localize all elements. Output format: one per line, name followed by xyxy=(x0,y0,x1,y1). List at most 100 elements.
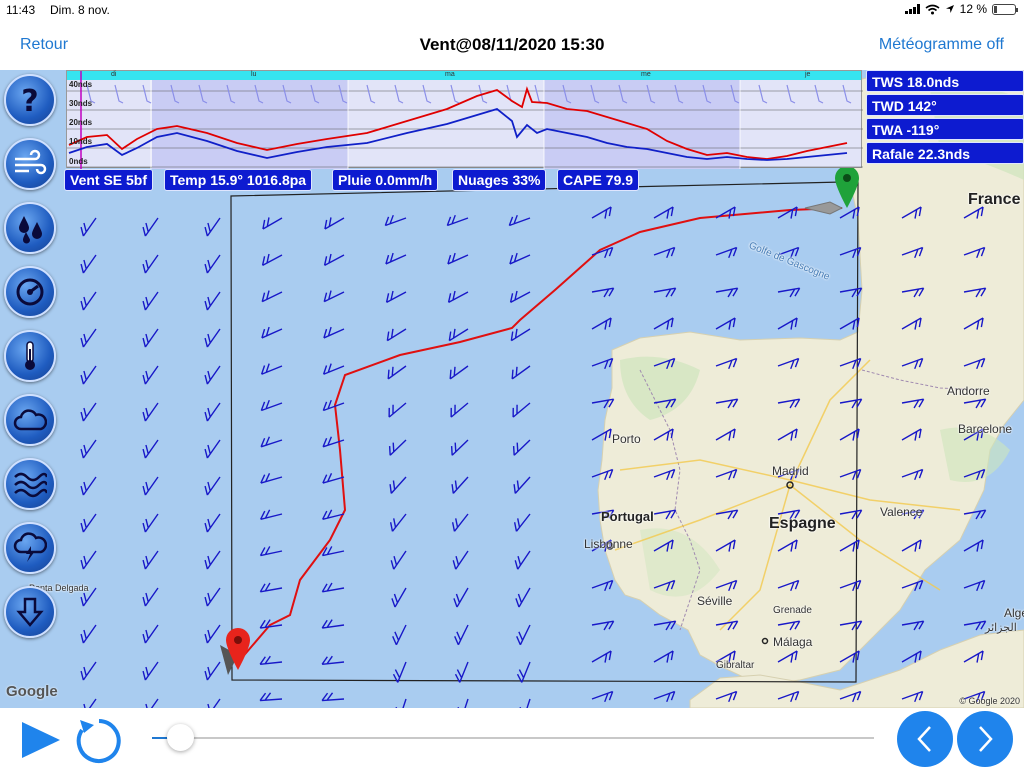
meteogram-direction-arrow xyxy=(702,84,712,104)
wind-barb xyxy=(715,650,736,663)
rain-layer-button[interactable] xyxy=(4,202,56,254)
wind-barb xyxy=(388,402,407,418)
svg-text:?: ? xyxy=(21,84,38,116)
day-label-lu: lu xyxy=(251,71,257,78)
playback-bar xyxy=(0,708,1024,768)
wind-barb xyxy=(653,650,674,663)
wind-barb xyxy=(839,468,862,481)
wind-barb xyxy=(387,365,407,380)
wind-barb xyxy=(446,214,469,227)
battery-icon xyxy=(992,3,1018,15)
wind-barb xyxy=(777,428,798,441)
wind-barb xyxy=(901,428,922,441)
storm-layer-button[interactable] xyxy=(4,522,56,574)
meteogram-direction-arrow xyxy=(590,84,600,104)
wind-barb xyxy=(142,476,159,496)
status-bar: 11:43 Dim. 8 nov. 12 % xyxy=(0,0,1024,20)
wind-barb xyxy=(715,206,736,219)
wind-barb xyxy=(715,579,738,592)
meteogram-direction-arrow xyxy=(86,84,96,104)
timeline-slider-thumb[interactable] xyxy=(167,724,194,751)
wind-barb xyxy=(384,214,407,227)
meteogram-direction-arrow xyxy=(198,84,208,104)
wind-barb xyxy=(715,246,738,259)
map-canvas xyxy=(80,70,1024,708)
label-barcelone: Barcelone xyxy=(958,422,1013,436)
wind-barb xyxy=(777,579,800,592)
wind-barb xyxy=(80,513,97,533)
wind-barb xyxy=(517,698,531,708)
twa-readout: TWA -119° xyxy=(866,118,1024,140)
wind-barb xyxy=(839,287,863,298)
back-button[interactable]: Retour xyxy=(20,36,69,53)
day-label-ma: ma xyxy=(445,71,455,78)
wind-barb xyxy=(653,620,677,631)
wind-barb xyxy=(80,550,97,570)
day-label-me: me xyxy=(641,71,651,78)
gauge-icon xyxy=(16,278,44,306)
wind-barb xyxy=(204,661,221,681)
label-alger: Alge xyxy=(1004,606,1024,620)
wind-barb xyxy=(321,582,345,593)
wind-barb xyxy=(259,582,283,593)
download-button[interactable] xyxy=(4,586,56,638)
wind-barb xyxy=(839,690,862,703)
wind-barb xyxy=(385,290,407,303)
wind-barb xyxy=(512,439,531,456)
wind-barb xyxy=(262,217,283,230)
play-button[interactable] xyxy=(20,720,62,760)
end-marker xyxy=(835,166,859,208)
next-step-button[interactable] xyxy=(957,711,1013,767)
label-portugal: Portugal xyxy=(601,509,654,524)
wind-barb xyxy=(591,468,614,481)
wind-barb xyxy=(591,579,614,592)
wind-barb xyxy=(653,317,674,330)
wifi-icon xyxy=(925,4,940,14)
meteogram-chart[interactable]: di lu ma me je 40nds xyxy=(66,70,863,169)
meteogram-direction-arrow xyxy=(422,84,432,104)
meteogram-direction-arrow xyxy=(646,84,656,104)
y-label-30: 30nds xyxy=(69,99,93,108)
start-marker xyxy=(220,628,250,675)
refresh-button[interactable] xyxy=(74,716,124,766)
label-valence: Valence xyxy=(880,505,923,519)
cloud-layer-button[interactable] xyxy=(4,394,56,446)
meteogram-direction-arrow xyxy=(366,84,376,104)
weather-map[interactable]: France Golfe de Gascogne Andorre Barcelo… xyxy=(0,70,1024,708)
wind-icon xyxy=(15,149,47,175)
refresh-icon xyxy=(76,719,121,763)
label-espagne: Espagne xyxy=(769,515,836,532)
day-label-je: je xyxy=(805,71,811,78)
wind-barb xyxy=(511,365,531,380)
wind-barb xyxy=(777,357,800,370)
waves-layer-button[interactable] xyxy=(4,458,56,510)
wind-barb xyxy=(516,661,531,683)
routing-zone xyxy=(230,181,859,683)
help-button[interactable]: ? xyxy=(4,74,56,126)
cloud-icon xyxy=(13,409,47,431)
google-logo: Google xyxy=(6,683,58,700)
timeline-slider-track[interactable] xyxy=(152,737,874,739)
wind-barb xyxy=(323,326,345,339)
wind-barb xyxy=(142,402,159,422)
wind-barb xyxy=(322,363,345,375)
wind-barb xyxy=(963,539,984,552)
wind-barb xyxy=(259,619,283,629)
storm-icon xyxy=(13,532,47,562)
pressure-layer-button[interactable] xyxy=(4,266,56,318)
temperature-layer-button[interactable] xyxy=(4,330,56,382)
wind-barb xyxy=(653,287,677,298)
wind-barb xyxy=(392,624,407,646)
wind-barb xyxy=(591,287,615,298)
wind-barb xyxy=(386,328,407,342)
meteogram-toggle-button[interactable]: Météogramme off xyxy=(878,36,1004,53)
day-label-di: di xyxy=(111,71,117,78)
rain-drops-icon xyxy=(19,216,42,244)
wind-barb xyxy=(901,206,922,219)
wind-barb xyxy=(142,698,159,708)
wind-layer-button[interactable] xyxy=(4,138,56,190)
wind-barb xyxy=(513,476,531,494)
previous-step-button[interactable] xyxy=(897,711,953,767)
wind-barb xyxy=(777,650,798,663)
label-malaga: Málaga xyxy=(773,635,813,649)
